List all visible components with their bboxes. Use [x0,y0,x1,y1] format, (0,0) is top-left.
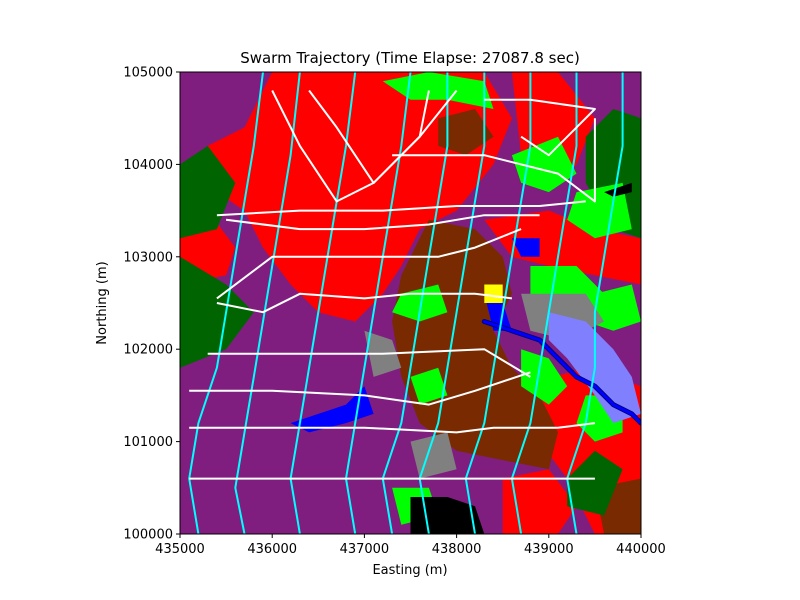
y-tick-label: 104000 [123,158,173,173]
cyan-trajectory-9 [566,72,624,534]
plot-area [180,72,641,534]
y-axis-ticks: 100000 101000 102000 103000 104000 105000 [123,66,180,543]
land-region-bright-green [521,349,568,405]
cyan-trajectory-6 [418,72,486,534]
white-connections [189,89,596,480]
cyan-trajectory-8 [510,72,578,534]
land-region-brown [438,109,494,156]
cyan-trajectory-2 [234,72,301,534]
y-tick-label: 105000 [123,66,173,81]
land-region-bright-green [511,136,577,193]
land-region-blue [511,238,540,257]
land-region-black [410,497,485,534]
white-connection-3 [189,371,531,406]
x-tick-label: 440000 [616,542,666,557]
cyan-trajectories [188,72,624,534]
land-region-dark-green [180,256,254,368]
land-region-red [207,72,512,322]
land-region-gray [410,432,457,479]
river [481,319,641,426]
white-connection-5 [216,292,513,314]
cyan-trajectory-4 [345,72,412,534]
white-connection-11 [392,118,596,203]
x-tick-label: 435000 [155,542,205,557]
y-tick-label: 101000 [123,435,173,450]
land-region-brown [392,219,558,470]
cyan-trajectory-7 [464,72,532,534]
land-region-bright-green [410,367,448,405]
x-axis-label: Easting (m) [372,563,447,578]
plot-frame [179,71,642,535]
white-connection-10 [308,89,458,184]
land-region-red [502,469,577,534]
x-axis-ticks: 435000 436000 437000 438000 439000 440000 [155,534,666,557]
land-region-black [604,182,632,197]
x-tick-label: 438000 [432,542,482,557]
x-tick-label: 436000 [247,542,297,557]
land-region-dark-green [567,450,623,516]
white-connection-6 [216,228,522,300]
cyan-trajectory-5 [381,72,449,534]
white-connection-4 [207,348,531,378]
cyan-trajectory-1 [188,72,264,534]
x-tick-label: 439000 [524,542,574,557]
white-connection-9 [271,90,430,203]
y-tick-label: 100000 [123,528,173,543]
x-tick-label: 437000 [340,542,390,557]
land-region-blue [484,293,512,331]
land-region-yellow [484,284,503,303]
white-connection-7 [225,214,540,231]
land-regions [180,72,641,534]
land-region-bright-green [382,72,494,109]
cyan-trajectory-3 [289,72,357,534]
land-region-bright-green [567,182,632,239]
white-connection-2 [189,422,596,434]
y-tick-label: 102000 [123,343,173,358]
white-connection-12 [484,98,596,157]
land-region-blue [290,386,374,433]
y-axis-label: Northing (m) [95,261,110,344]
river-line [482,320,641,425]
y-tick-label: 103000 [123,250,173,265]
chart-title: Swarm Trajectory (Time Elapse: 27087.8 s… [240,49,580,67]
white-connection-8 [216,200,586,217]
